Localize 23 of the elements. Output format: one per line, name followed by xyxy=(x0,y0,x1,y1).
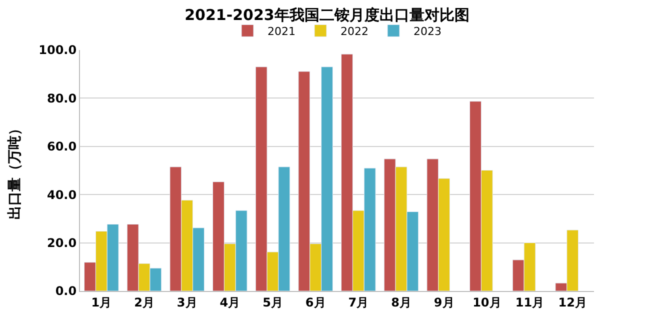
x-tick-label: 11月 xyxy=(515,295,544,310)
x-tick-label: 3月 xyxy=(176,295,198,310)
x-tick-label: 5月 xyxy=(262,295,283,310)
x-tick-label: 9月 xyxy=(434,295,454,310)
chart-title: 2021-2023年我国二铵月度出口量对比图 xyxy=(184,6,470,24)
y-tick-label: 40.0 xyxy=(46,188,77,202)
y-tick-label: 20.0 xyxy=(46,236,77,250)
y-tick-label: 0.0 xyxy=(55,284,77,298)
x-tick-label: 2月 xyxy=(134,295,154,310)
legend-label: 2023 xyxy=(414,24,442,38)
y-axis-title: 出口量（万吨） xyxy=(7,122,24,220)
x-tick-label: 7月 xyxy=(348,295,369,310)
x-tick-label: 6月 xyxy=(305,295,326,310)
y-tick-label: 100.0 xyxy=(38,43,77,58)
x-tick-label: 4月 xyxy=(220,295,240,310)
x-tick-label: 10月 xyxy=(472,295,502,310)
legend-label: 2022 xyxy=(340,24,368,38)
y-tick-label: 80.0 xyxy=(46,91,77,106)
x-tick-label: 8月 xyxy=(391,295,412,310)
x-tick-label: 1月 xyxy=(91,295,112,310)
y-tick-label: 60.0 xyxy=(46,140,77,154)
x-tick-label: 12月 xyxy=(558,295,587,310)
legend-label: 2021 xyxy=(268,24,296,38)
